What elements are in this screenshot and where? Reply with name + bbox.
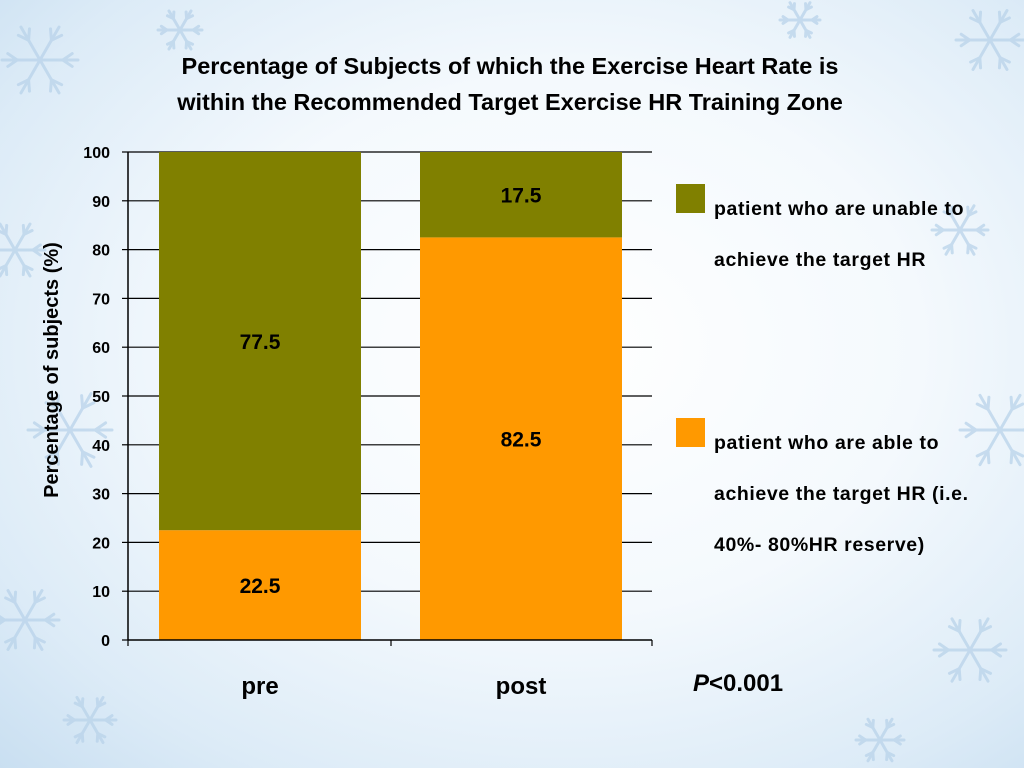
bar-able-pre [159,530,361,640]
legend-label-able: patient who are able to achieve the targ… [714,432,969,556]
y-tick-label: 80 [92,243,110,260]
y-tick-label: 40 [92,438,110,455]
x-tick-label: pre [241,673,278,700]
legend-swatch-unable [676,184,705,213]
snowflake-icon [0,25,80,95]
data-label: 82.5 [501,429,542,452]
y-tick-label: 60 [92,340,110,357]
snowflake-icon [954,9,1024,71]
chart-title-line-2: within the Recommended Target Exercise H… [177,89,843,115]
snowflake-icon [932,617,1008,683]
snowflake-icon [0,589,61,651]
legend-label-unable: patient who are unable to achieve the ta… [714,198,965,271]
snowflake-icon [778,1,822,39]
y-tick-label: 90 [92,194,110,211]
chart-title: Percentage of Subjects of which the Exer… [60,48,960,120]
y-axis-label: Percentage of subjects (%) [41,242,63,498]
y-tick-label: 30 [92,487,110,504]
y-tick-label: 20 [92,535,110,552]
snowflake-icon [0,222,47,278]
bar-able-post [420,237,622,640]
snowflake-icon [156,9,204,51]
y-tick-label: 0 [101,633,110,650]
y-tick-label: 100 [83,145,110,162]
snowflake-icon [958,393,1024,467]
legend-swatch-able [676,418,705,447]
p-value-symbol: P [693,670,710,697]
p-value-text: <0.001 [709,670,784,697]
snowflake-icon [854,717,906,763]
chart-title-line-1: Percentage of Subjects of which the Exer… [181,53,839,79]
bar-unable-post [420,152,622,238]
y-tick-label: 50 [92,389,110,406]
y-tick-label: 10 [92,584,110,601]
snowflake-icon [930,204,990,256]
bar-unable-pre [159,152,361,531]
p-value: P<0.001 [693,670,783,698]
x-tick-label: post [496,673,547,700]
y-tick-label: 70 [92,291,110,308]
data-label: 17.5 [501,185,542,208]
snowflake-icon [62,695,118,745]
data-label: 77.5 [240,331,281,354]
data-label: 22.5 [240,575,281,598]
snowflake-icon [26,392,114,468]
